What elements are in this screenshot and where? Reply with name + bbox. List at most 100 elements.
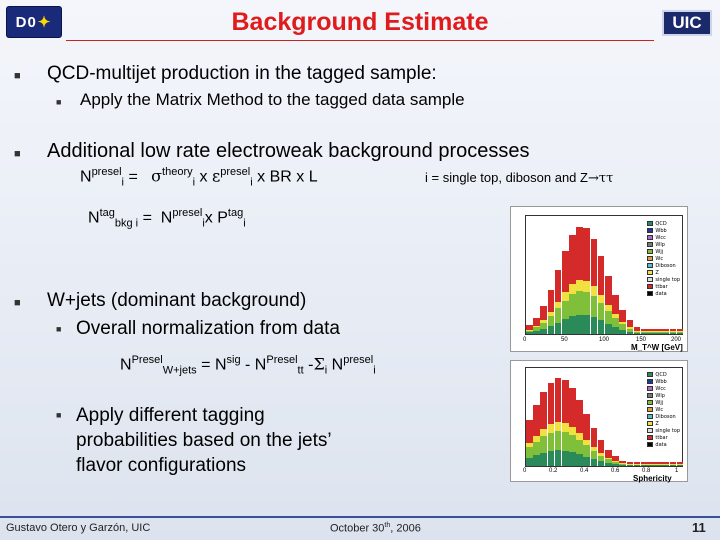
histogram-bar <box>554 422 562 431</box>
legend-label: Wcc <box>655 385 666 392</box>
slide-title: Background Estimate <box>231 8 489 36</box>
legend-swatch <box>647 242 654 247</box>
page-number: 11 <box>692 520 706 535</box>
sup: presel <box>91 166 122 178</box>
sub: W+jets <box>162 364 197 377</box>
histogram-bar <box>554 378 562 423</box>
histogram-bar <box>569 294 576 317</box>
legend-label: Wc <box>655 255 664 262</box>
footer-author: Gustavo Otero y Garzón, UIC <box>6 522 151 534</box>
legend-entry: QCD <box>647 220 680 227</box>
d0-logo-text: D0 <box>15 13 37 31</box>
bullet-icon: ■ <box>14 297 21 309</box>
histogram-bar <box>576 314 583 334</box>
histogram-bar <box>648 461 655 464</box>
histogram-bar <box>533 435 540 442</box>
histogram-bar <box>554 450 562 466</box>
legend-swatch <box>647 428 654 433</box>
legend-entry: Wc <box>647 406 680 413</box>
histogram-bar <box>662 465 670 466</box>
sub: i <box>243 217 246 230</box>
x-tick: 150 <box>636 337 647 343</box>
legend-entry: Wlp <box>647 241 680 248</box>
histogram-bar <box>590 286 598 296</box>
legend-label: data <box>655 290 667 297</box>
legend-label: Diboson <box>655 413 676 420</box>
x-tick: 0.6 <box>611 468 620 474</box>
histogram-bar <box>605 449 612 458</box>
legend-swatch <box>647 263 654 268</box>
histogram-bar <box>561 431 569 451</box>
legend-label: Z <box>655 420 659 427</box>
legend-swatch <box>647 386 654 391</box>
x-tick: 0.8 <box>642 468 651 474</box>
legend-label: single top <box>655 276 680 283</box>
histogram-bar <box>612 294 619 315</box>
histogram-bar <box>655 331 662 332</box>
legend-swatch <box>647 235 654 240</box>
x-tick: 0.2 <box>549 468 558 474</box>
histogram-bar <box>583 439 591 446</box>
star-icon: ✦ <box>37 14 52 31</box>
legend-entry: Diboson <box>647 262 680 269</box>
histogram-bar <box>612 314 619 319</box>
histogram-bar <box>526 330 533 333</box>
histogram-bar <box>590 427 598 447</box>
histogram-bar <box>533 441 540 456</box>
histogram-bar <box>547 450 555 466</box>
histogram-bar <box>612 462 619 465</box>
histogram-bar <box>583 456 591 466</box>
histogram-bar <box>633 332 641 334</box>
histogram-bar <box>540 322 548 329</box>
legend-swatch <box>647 442 654 447</box>
legend-entry: Wjj <box>647 248 680 255</box>
x-axis-label: Sphericity <box>633 474 672 483</box>
legend-label: Wlp <box>655 241 665 248</box>
process-note: i = single top, diboson and Z→ττ <box>425 170 613 186</box>
legend-entry: Wbb <box>647 227 680 234</box>
histogram-bar <box>540 429 548 437</box>
legend-label: data <box>655 441 667 448</box>
histogram-bar <box>597 320 605 334</box>
legend-label: Wbb <box>655 378 667 385</box>
histogram-bar <box>561 319 569 334</box>
legend-swatch <box>647 249 654 254</box>
legend-label: Wcc <box>655 234 666 241</box>
histogram-bar <box>554 270 562 303</box>
times: x <box>199 168 208 186</box>
d0-logo: D0 ✦ <box>6 6 62 38</box>
histogram-bar <box>640 331 648 334</box>
histogram-bar <box>648 465 655 466</box>
legend-entry: Wbb <box>647 378 680 385</box>
x-tick: 1 <box>675 468 679 474</box>
legend-swatch <box>647 270 654 275</box>
histogram-bar <box>540 328 548 334</box>
histogram-bar <box>676 328 684 332</box>
histogram-bar <box>640 464 648 466</box>
bullet-3-sub-text: Overall normalization from data <box>76 318 340 339</box>
legend-swatch <box>647 228 654 233</box>
date-text: October 30 <box>330 522 385 535</box>
histogram-bar <box>533 325 540 328</box>
legend-swatch <box>647 291 654 296</box>
symbol-n: N <box>214 356 227 374</box>
symbol-n: N <box>254 356 267 374</box>
legend-swatch <box>647 256 654 261</box>
histogram-bar <box>561 380 569 424</box>
tautau: ττ <box>598 171 614 186</box>
histogram-bar <box>626 331 634 334</box>
histogram-bar <box>583 445 591 457</box>
legend-entry: Wlp <box>647 392 680 399</box>
histogram-bar <box>533 455 540 466</box>
histogram-bar <box>605 463 612 466</box>
histogram-bar <box>576 291 583 315</box>
histogram-bar <box>576 280 583 292</box>
sub: i <box>192 176 196 189</box>
histogram-bar <box>662 333 670 334</box>
histogram-bar <box>633 465 641 466</box>
histogram-bar <box>547 432 555 451</box>
sub-bullet-icon: ■ <box>56 97 62 107</box>
histogram-bar <box>547 326 555 334</box>
histogram-bar <box>569 284 576 295</box>
